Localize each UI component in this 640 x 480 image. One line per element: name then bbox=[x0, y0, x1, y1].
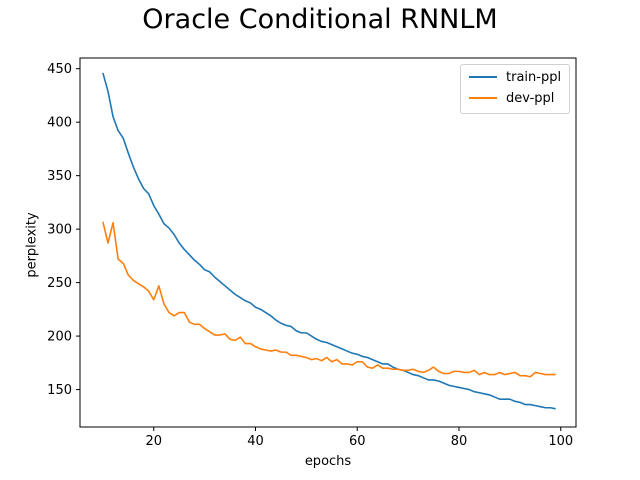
y-tick-label: 250 bbox=[47, 276, 72, 291]
legend-swatch-train bbox=[469, 76, 497, 78]
y-tick-label: 150 bbox=[47, 383, 72, 398]
x-tick-label: 100 bbox=[548, 434, 573, 449]
y-tick-label: 300 bbox=[47, 223, 72, 238]
axes bbox=[79, 57, 577, 428]
y-tick-label: 400 bbox=[47, 116, 72, 131]
y-ticks: 150 200 250 300 350 400 450 bbox=[47, 62, 80, 398]
series-line-dev-ppl bbox=[102, 221, 556, 378]
y-tick-label: 350 bbox=[47, 169, 72, 184]
x-tick-label: 60 bbox=[349, 434, 366, 449]
legend-swatch-dev bbox=[469, 97, 497, 99]
chart-title: Oracle Conditional RNNLM bbox=[142, 4, 498, 35]
legend-label-dev: dev-ppl bbox=[506, 90, 555, 106]
legend-item-dev: dev-ppl bbox=[469, 89, 554, 107]
plot-lines bbox=[102, 72, 556, 410]
legend: train-ppl dev-ppl bbox=[460, 64, 570, 114]
plot-frame bbox=[79, 57, 577, 428]
legend-label-train: train-ppl bbox=[506, 69, 562, 85]
x-tick-label: 80 bbox=[451, 434, 468, 449]
y-axis-label: perplexity bbox=[24, 212, 40, 278]
x-tick-label: 40 bbox=[247, 434, 264, 449]
y-tick-label: 200 bbox=[47, 330, 72, 345]
x-axis-label: epochs bbox=[304, 454, 352, 469]
legend-item-train: train-ppl bbox=[469, 68, 561, 86]
series-line-train-ppl bbox=[102, 72, 556, 410]
x-tick-label: 20 bbox=[145, 434, 162, 449]
y-tick-label: 450 bbox=[47, 62, 72, 77]
x-ticks: 20 40 60 80 100 bbox=[145, 427, 573, 449]
